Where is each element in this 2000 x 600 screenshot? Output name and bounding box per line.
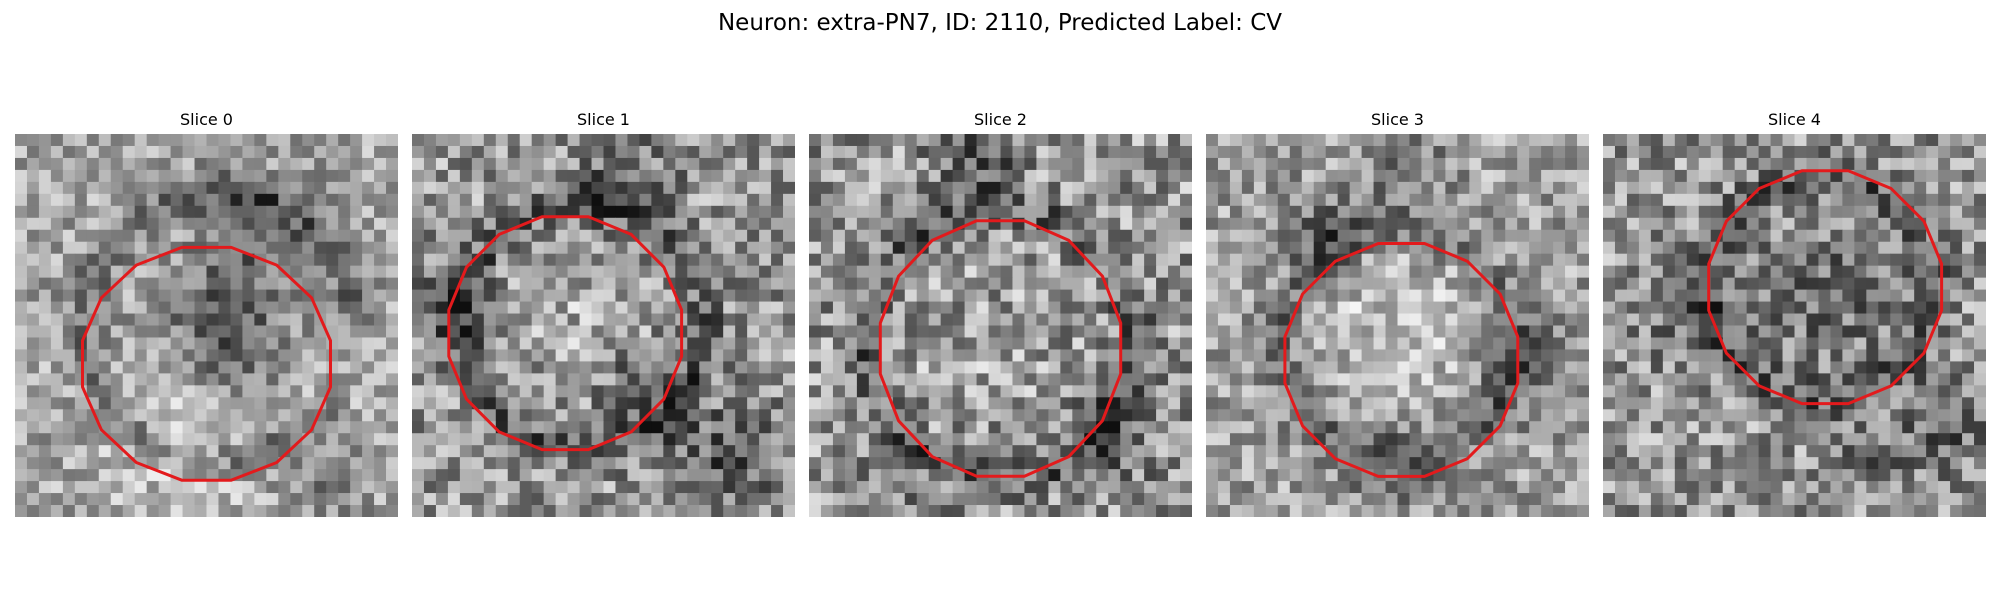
slice-title-3: Slice 3 <box>1371 110 1424 129</box>
roi-outline <box>81 245 332 482</box>
slice-title-4: Slice 4 <box>1768 110 1821 129</box>
slice-panel-2: Slice 2 <box>809 108 1192 517</box>
pixel-grid <box>1603 134 1986 517</box>
slice-image-4 <box>1603 134 1986 517</box>
slice-title-0: Slice 0 <box>180 110 233 129</box>
roi-outline <box>1283 242 1520 478</box>
slice-image-0 <box>15 134 398 517</box>
slice-image-3 <box>1206 134 1589 517</box>
pixel-grid <box>809 134 1192 517</box>
roi-outline <box>878 219 1123 478</box>
slice-panel-4: Slice 4 <box>1603 108 1986 517</box>
pixel-grid <box>15 134 398 517</box>
slice-panel-1: Slice 1 <box>412 108 795 517</box>
roi-outline <box>1707 169 1944 406</box>
figure-title: Neuron: extra-PN7, ID: 2110, Predicted L… <box>717 10 1283 36</box>
slice-title-2: Slice 2 <box>974 110 1027 129</box>
slice-title-1: Slice 1 <box>577 110 630 129</box>
roi-outline <box>447 215 684 452</box>
pixel-grid <box>1206 134 1589 517</box>
slice-panel-0: Slice 0 <box>15 108 398 517</box>
slice-image-2 <box>809 134 1192 517</box>
pixel-grid <box>412 134 795 517</box>
slice-panel-3: Slice 3 <box>1206 108 1589 517</box>
slice-image-1 <box>412 134 795 517</box>
